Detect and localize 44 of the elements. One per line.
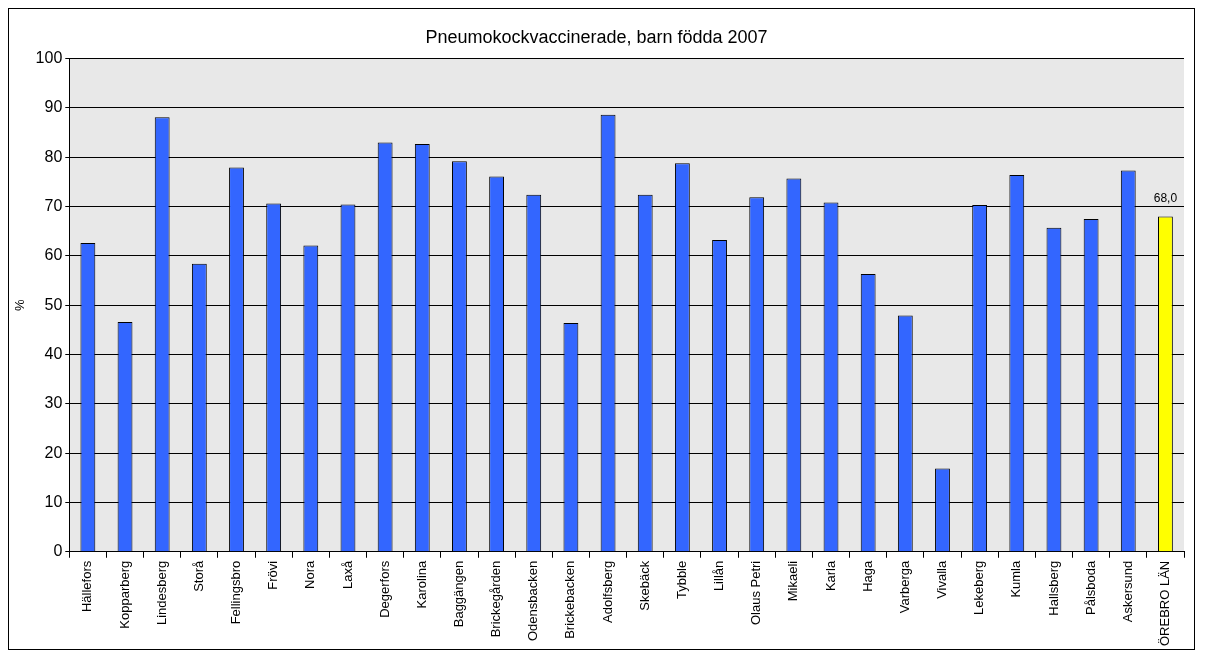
- y-tick-label: 20: [44, 443, 63, 461]
- x-tick-label: Skebäck: [636, 560, 652, 611]
- data-label: 68,0: [1153, 190, 1178, 205]
- x-tick-label: Adolfsberg: [599, 560, 615, 623]
- x-tick-label: Vivalla: [934, 559, 950, 599]
- x-tick-label: Laxå: [339, 560, 355, 589]
- y-tick-label: 70: [44, 196, 63, 214]
- y-tick-label: 0: [53, 542, 63, 560]
- x-tick-label: Storå: [190, 559, 206, 592]
- x-tick-label: Haga: [859, 559, 875, 592]
- x-tick-label: Lillån: [711, 560, 727, 592]
- x-tick-label: Lekeberg: [971, 560, 987, 615]
- x-tick-label: Frövi: [265, 560, 281, 590]
- x-tick-label: Karolina: [413, 559, 429, 609]
- x-tick-label: Askersund: [1119, 560, 1135, 623]
- x-tick-label: Olaus Petri: [748, 560, 764, 626]
- x-tick-label: Hallsberg: [1045, 560, 1061, 616]
- x-tick-label: Karla: [822, 560, 838, 592]
- x-tick-label: Mikaeli: [785, 560, 801, 602]
- y-tick-label: 60: [44, 246, 63, 264]
- y-tick-label: 100: [35, 49, 63, 67]
- x-tick-label: Brickegården: [488, 560, 504, 638]
- x-tick-label: Pålsboda: [1082, 560, 1098, 615]
- x-tick-label: ÖREBRO LÄN: [1157, 560, 1172, 647]
- y-tick-label: 30: [44, 394, 63, 412]
- y-tick-label: 50: [44, 295, 63, 313]
- y-tick-label: 40: [44, 344, 63, 362]
- x-tick-label: Fellingsbro: [228, 560, 244, 625]
- x-tick-label: Kumla: [1008, 560, 1024, 598]
- y-tick-label: 80: [44, 147, 63, 165]
- x-tick-label: Odensbacken: [525, 560, 541, 641]
- x-tick-label: Degerfors: [376, 560, 392, 618]
- x-tick-label: Kopparberg: [116, 560, 132, 629]
- y-tick-label: 90: [44, 98, 63, 116]
- x-tick-label: Varberga: [896, 559, 912, 614]
- x-tick-label: Brickebacken: [562, 560, 578, 639]
- x-tick-label: Tybble: [673, 560, 689, 600]
- x-tick-label: Hällefors: [79, 560, 95, 613]
- x-tick-label: Lindesberg: [153, 560, 169, 626]
- chart-title: Pneumokockvaccinerade, barn födda 2007: [425, 26, 768, 47]
- y-tick-label: 10: [44, 492, 63, 510]
- y-axis-title: %: [12, 298, 28, 311]
- x-tick-label: Baggängen: [451, 560, 467, 628]
- x-tick-label: Nora: [302, 560, 318, 589]
